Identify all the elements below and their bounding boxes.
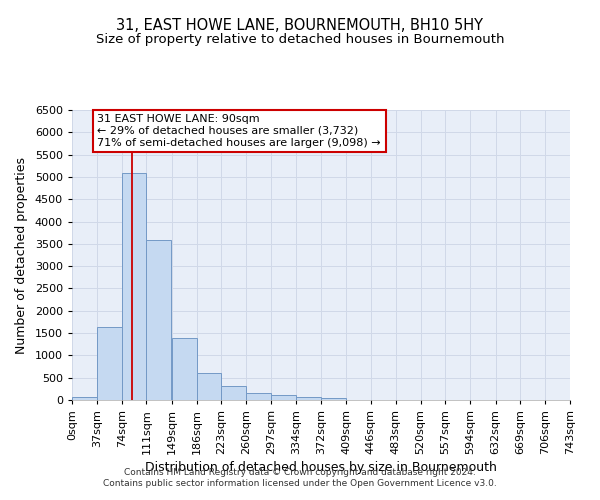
Bar (221, 386, 246, 400)
Text: 31, EAST HOWE LANE, BOURNEMOUTH, BH10 5HY: 31, EAST HOWE LANE, BOURNEMOUTH, BH10 5H… (116, 18, 484, 32)
Bar (72, 398, 97, 400)
Bar (322, 398, 346, 400)
Bar (97, 327, 122, 400)
Bar (197, 373, 221, 400)
Bar (271, 395, 296, 400)
Text: 31 EAST HOWE LANE: 90sqm
← 29% of detached houses are smaller (3,732)
71% of sem: 31 EAST HOWE LANE: 90sqm ← 29% of detach… (97, 114, 381, 148)
Y-axis label: Number of detached properties: Number of detached properties (15, 156, 28, 354)
X-axis label: Distribution of detached houses by size in Bournemouth: Distribution of detached houses by size … (145, 461, 497, 474)
Text: Contains HM Land Registry data © Crown copyright and database right 2024.
Contai: Contains HM Land Registry data © Crown c… (103, 468, 497, 487)
Bar (246, 393, 271, 400)
Bar (296, 398, 320, 400)
Bar (146, 240, 171, 400)
Bar (122, 174, 146, 400)
Text: Size of property relative to detached houses in Bournemouth: Size of property relative to detached ho… (96, 32, 504, 46)
Bar (172, 338, 197, 400)
